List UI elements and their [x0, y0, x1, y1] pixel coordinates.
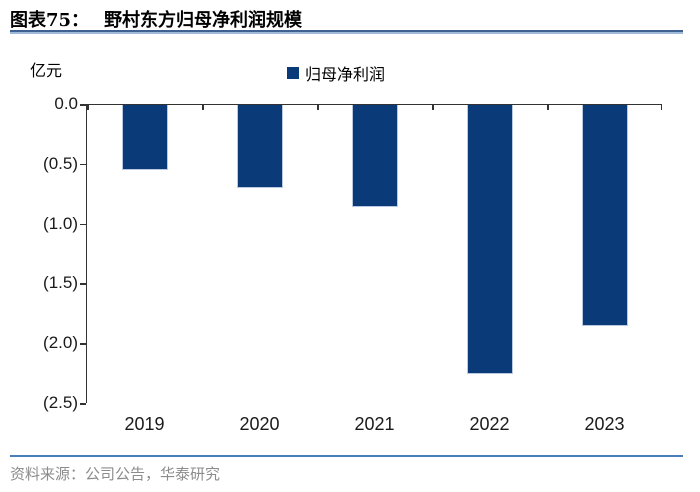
x-tick-label: 2022	[469, 414, 510, 434]
y-tick-label: (0.5)	[43, 153, 78, 173]
bar	[121, 105, 168, 170]
x-axis-tick-mark	[202, 103, 204, 110]
bar	[581, 105, 628, 327]
bar	[236, 105, 283, 188]
bar-chart-plot-area: 0.0 (0.5) (1.0) (1.5) (2.0) (2.5) 2019 2020 2021…	[43, 94, 662, 434]
figure-title: 野村东方归母净利润规模	[104, 10, 303, 31]
y-tick-mark	[79, 223, 86, 226]
footer-divider	[10, 455, 683, 457]
y-tick-label: (1.5)	[43, 273, 78, 293]
x-axis-tick-mark	[547, 103, 549, 110]
header-divider-dark-line	[10, 30, 683, 32]
y-tick-mark	[79, 283, 86, 285]
y-tick-mark	[79, 104, 86, 106]
x-tick-label: 2020	[239, 414, 280, 434]
figure-number-label: 图表75：	[10, 10, 90, 31]
bar	[466, 105, 513, 375]
y-tick-label: (2.5)	[43, 393, 78, 412]
header-divider	[10, 30, 683, 34]
y-axis-unit-label: 亿元	[30, 61, 63, 80]
header-divider-light-line	[10, 32, 683, 34]
y-tick-mark	[79, 343, 86, 345]
x-tick-label: 2023	[584, 414, 625, 434]
legend-series-label: 归母净利润	[305, 65, 386, 84]
y-tick-label: 0.0	[54, 94, 78, 113]
x-axis-tick-mark	[660, 103, 662, 110]
y-tick-mark	[79, 403, 86, 405]
y-tick-label: (2.0)	[43, 333, 78, 353]
y-tick-label: (1.0)	[43, 213, 78, 233]
x-axis-tick-mark	[432, 103, 434, 110]
bar	[351, 105, 398, 207]
legend-swatch-icon	[287, 67, 299, 79]
chart-legend: 归母净利润	[287, 61, 385, 85]
x-tick-label: 2021	[354, 414, 395, 434]
x-axis-tick-mark	[87, 103, 89, 110]
figure-header: 图表75： 野村东方归母净利润规模	[10, 6, 302, 32]
x-tick-label: 2019	[124, 414, 165, 434]
source-note: 资料来源：公司公告，华泰研究	[10, 465, 221, 483]
y-tick-mark	[79, 163, 86, 166]
x-axis-tick-mark	[317, 103, 319, 110]
